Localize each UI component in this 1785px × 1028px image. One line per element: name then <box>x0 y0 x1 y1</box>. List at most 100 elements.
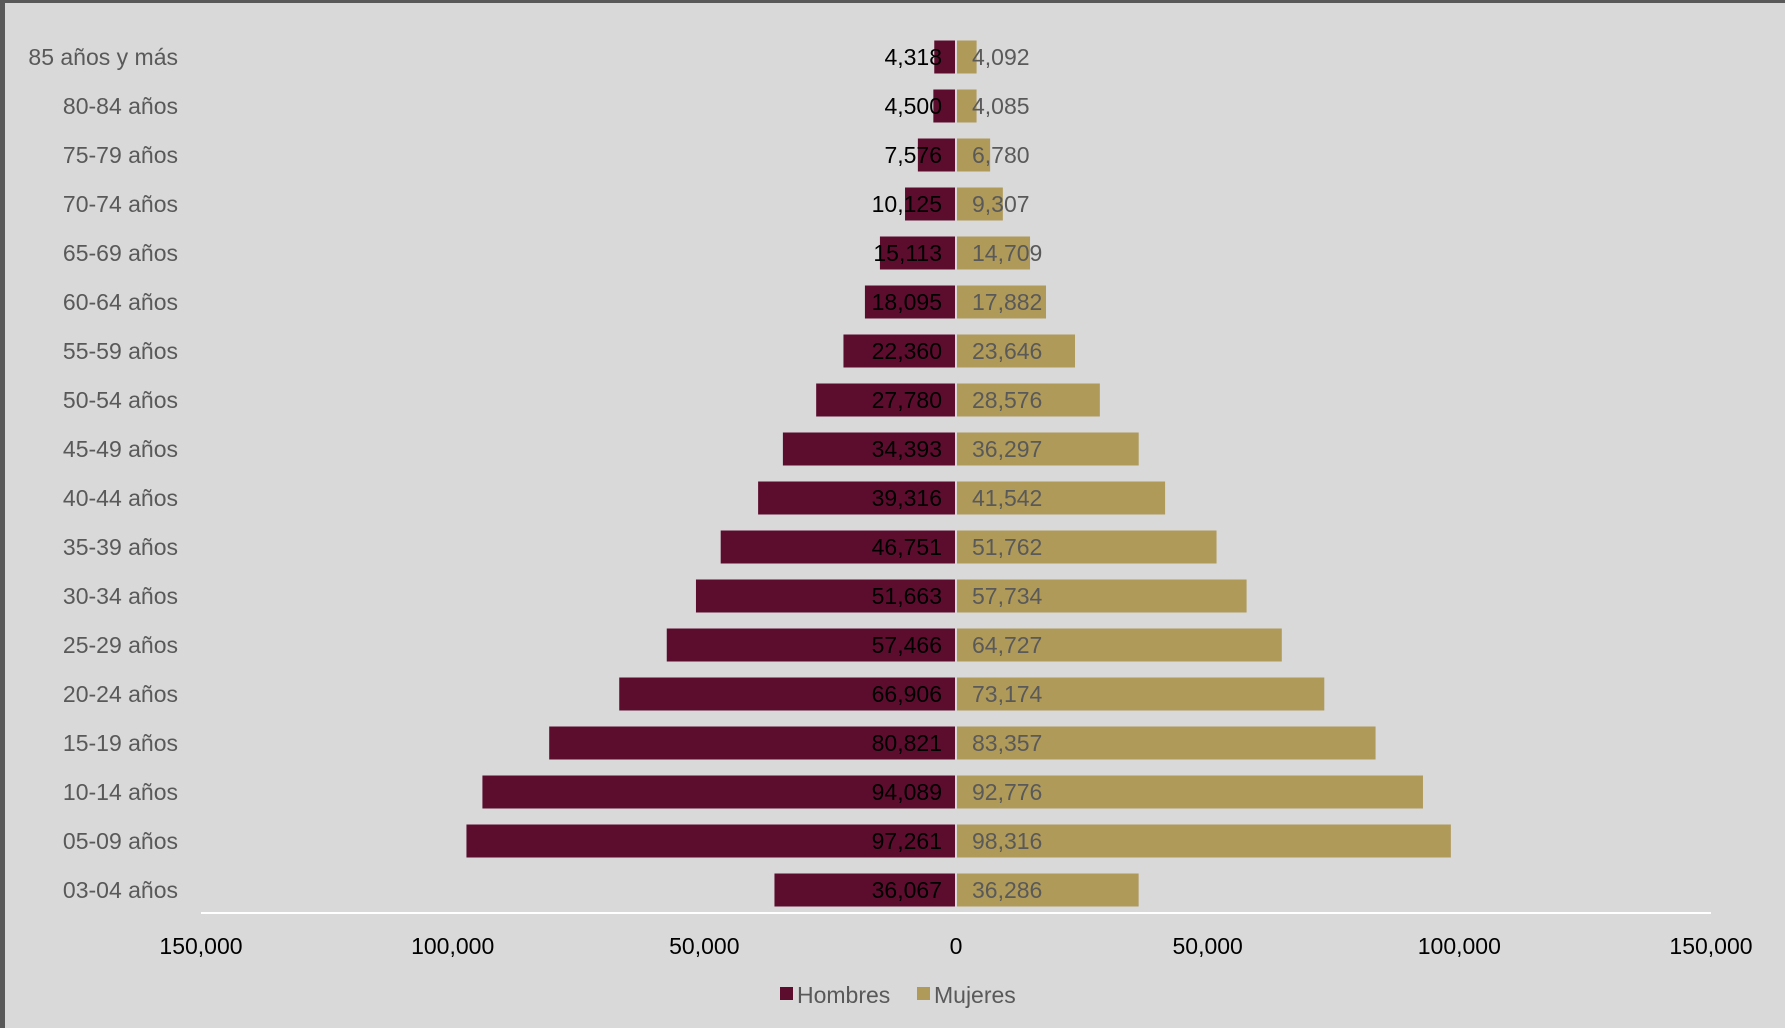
category-label: 25-29 años <box>63 632 178 658</box>
value-label-hombres: 94,089 <box>872 779 942 805</box>
value-label-hombres: 46,751 <box>872 534 942 560</box>
legend: Hombres Mujeres <box>780 982 1016 1008</box>
bar-hombres <box>758 481 955 515</box>
value-label-hombres: 4,500 <box>884 93 942 119</box>
value-label-hombres: 10,125 <box>872 191 942 217</box>
x-tick-labels: 150,000 100,000 50,000 0 50,000 100,000 150,00… <box>159 933 1752 959</box>
category-label: 03-04 años <box>63 877 178 903</box>
category-label: 50-54 años <box>63 387 178 413</box>
bar-mujeres <box>957 40 977 74</box>
value-label-mujeres: 73,174 <box>972 681 1043 707</box>
value-label-mujeres: 36,286 <box>972 877 1042 903</box>
legend-label-mujeres: Mujeres <box>934 982 1016 1008</box>
population-pyramid-chart: 85 años y más 80-84 años 75-79 años 70-74 a… <box>28 40 1753 1008</box>
value-label-mujeres: 4,092 <box>972 44 1030 70</box>
category-label: 70-74 años <box>63 191 178 217</box>
value-label-hombres: 4,318 <box>884 44 942 70</box>
category-label: 05-09 años <box>63 828 178 854</box>
bar-hombres <box>816 383 955 417</box>
value-label-mujeres: 83,357 <box>972 730 1042 756</box>
bar-mujeres <box>957 285 1047 319</box>
value-label-hombres: 80,821 <box>872 730 942 756</box>
category-label: 35-39 años <box>63 534 178 560</box>
bar-mujeres <box>957 334 1076 368</box>
category-label: 15-19 años <box>63 730 178 756</box>
bar-hombres <box>934 40 955 74</box>
bar-mujeres <box>957 383 1100 417</box>
bar-mujeres <box>957 138 991 172</box>
value-label-mujeres: 9,307 <box>972 191 1030 217</box>
bar-hombres <box>905 187 955 221</box>
bar-hombres <box>666 628 955 662</box>
x-tick-label: 0 <box>950 933 963 959</box>
category-label: 60-64 años <box>63 289 178 315</box>
category-label: 75-79 años <box>63 142 178 168</box>
x-tick-label: 100,000 <box>411 933 494 959</box>
bar-hombres <box>549 726 955 760</box>
category-label: 85 años y más <box>28 44 178 70</box>
value-label-hombres: 15,113 <box>873 240 942 266</box>
bar-mujeres <box>957 579 1247 613</box>
bar-hombres <box>695 579 955 613</box>
x-tick-label: 100,000 <box>1418 933 1501 959</box>
category-label: 20-24 años <box>63 681 178 707</box>
value-label-mujeres: 98,316 <box>972 828 1042 854</box>
chart-area: 85 años y más 80-84 años 75-79 años 70-74 a… <box>5 3 1785 1028</box>
value-label-mujeres: 92,776 <box>972 779 1042 805</box>
bar-mujeres <box>957 628 1282 662</box>
x-tick-label: 50,000 <box>669 933 739 959</box>
bar-mujeres <box>957 824 1451 858</box>
value-label-mujeres: 23,646 <box>972 338 1042 364</box>
value-label-hombres: 18,095 <box>872 289 942 315</box>
category-label: 30-34 años <box>63 583 178 609</box>
category-label: 10-14 años <box>63 779 178 805</box>
value-label-hombres: 34,393 <box>872 436 942 462</box>
legend-swatch-hombres <box>780 987 793 1000</box>
bar-mujeres <box>957 89 977 123</box>
category-label: 65-69 años <box>63 240 178 266</box>
category-label: 80-84 años <box>63 93 178 119</box>
bar-hombres <box>917 138 955 172</box>
bar-hombres <box>466 824 955 858</box>
value-label-hombres: 97,261 <box>872 828 942 854</box>
bar-mujeres <box>957 873 1139 907</box>
category-label: 45-49 años <box>63 436 178 462</box>
value-label-mujeres: 57,734 <box>972 583 1043 609</box>
category-label: 40-44 años <box>63 485 178 511</box>
bar-hombres <box>482 775 955 809</box>
bar-hombres <box>619 677 955 711</box>
value-label-mujeres: 41,542 <box>972 485 1042 511</box>
bar-hombres <box>774 873 955 907</box>
value-labels: 4,318 4,092 4,500 4,085 7,576 6,780 10,125 9,30… <box>872 44 1043 903</box>
bar-mujeres <box>957 236 1031 270</box>
bar-hombres <box>864 285 955 319</box>
value-label-hombres: 36,067 <box>872 877 942 903</box>
bar-mujeres <box>957 187 1003 221</box>
value-label-mujeres: 17,882 <box>972 289 1042 315</box>
bar-mujeres <box>957 775 1423 809</box>
x-tick-label: 150,000 <box>159 933 242 959</box>
bar-hombres <box>879 236 955 270</box>
bar-mujeres <box>957 481 1166 515</box>
value-label-hombres: 66,906 <box>872 681 942 707</box>
x-tick-label: 50,000 <box>1172 933 1242 959</box>
value-label-hombres: 7,576 <box>884 142 942 168</box>
value-label-mujeres: 6,780 <box>972 142 1030 168</box>
bar-mujeres <box>957 432 1139 466</box>
bar-hombres <box>720 530 955 564</box>
value-label-mujeres: 51,762 <box>972 534 1042 560</box>
bar-hombres <box>843 334 955 368</box>
value-label-hombres: 27,780 <box>872 387 942 413</box>
value-label-mujeres: 14,709 <box>972 240 1042 266</box>
legend-label-hombres: Hombres <box>797 982 890 1008</box>
value-label-hombres: 57,466 <box>872 632 942 658</box>
bar-hombres <box>933 89 955 123</box>
value-label-mujeres: 4,085 <box>972 93 1030 119</box>
value-label-mujeres: 36,297 <box>972 436 1042 462</box>
category-label: 55-59 años <box>63 338 178 364</box>
bar-mujeres <box>957 726 1376 760</box>
value-label-hombres: 51,663 <box>872 583 942 609</box>
x-tick-label: 150,000 <box>1669 933 1752 959</box>
bar-hombres <box>782 432 955 466</box>
value-label-mujeres: 28,576 <box>972 387 1042 413</box>
